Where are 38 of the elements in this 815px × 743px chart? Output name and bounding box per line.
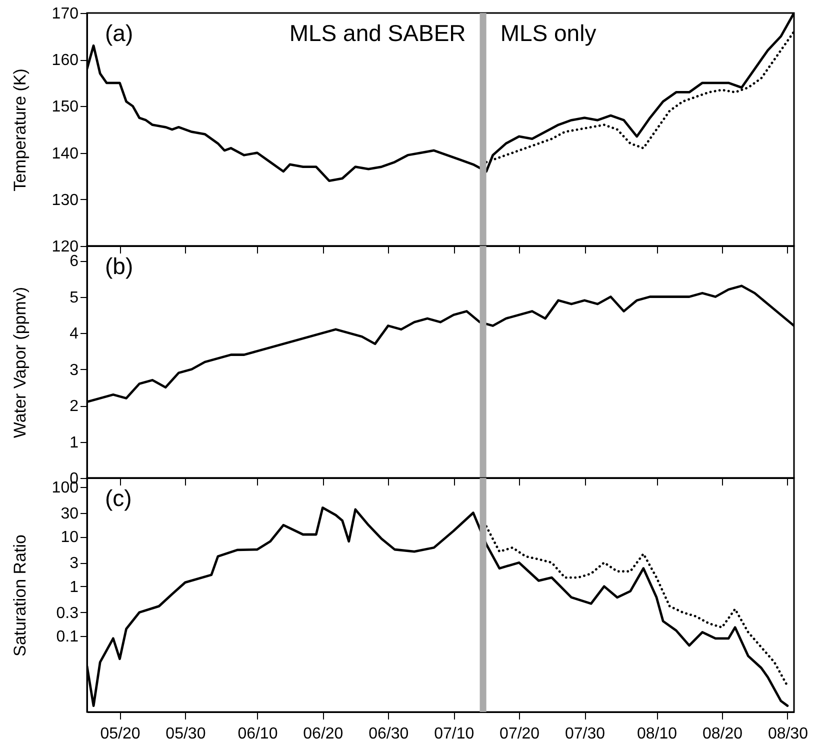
y-tick-label: 120 [52,238,79,256]
y-tick-label: 130 [52,192,79,209]
x-tick-label: 07/30 [564,726,606,742]
y-tick-label: 170 [52,6,79,22]
annotation: MLS and SABER [289,20,466,46]
x-tick-label: 05/30 [166,726,206,742]
y-axis-title: Water Vapor (ppmv) [10,286,30,438]
y-tick-label: 3 [70,555,79,572]
y-tick-label: 2 [70,398,79,415]
y-tick-label: 1 [70,434,79,452]
x-tick-label: 06/30 [368,726,409,742]
x-tick-label: 08/20 [702,726,743,742]
y-tick-label: 0.1 [56,628,79,646]
x-tick-label: 08/10 [637,726,678,742]
y-axis-title: Saturation Ratio [10,534,30,656]
y-axis-title: Temperature (K) [10,68,30,192]
y-tick-label: 3 [70,362,79,379]
y-tick-label: 1 [70,578,79,596]
y-tick-label: 160 [52,52,79,70]
annotation: MLS only [500,20,597,46]
y-tick-label: 4 [70,326,79,342]
y-tick-label: 0.3 [56,604,79,622]
x-tick-label: 06/20 [303,726,344,742]
y-tick-label: 6 [70,253,79,270]
annotation: (a) [105,20,134,46]
x-tick-label: 08/30 [768,726,808,742]
x-tick-label: 06/10 [238,726,278,742]
y-tick-label: 10 [60,529,79,546]
y-tick-label: 5 [70,289,79,306]
x-tick-label: 07/10 [434,726,474,742]
y-tick-label: 30 [60,505,79,522]
y-tick-label: 140 [52,145,79,162]
annotation: (c) [105,485,132,511]
x-tick-label: 05/20 [100,726,140,742]
y-tick-label: 150 [52,98,79,116]
x-tick-label: 07/20 [500,726,540,742]
annotation: (b) [105,253,134,279]
line-series [485,525,789,688]
